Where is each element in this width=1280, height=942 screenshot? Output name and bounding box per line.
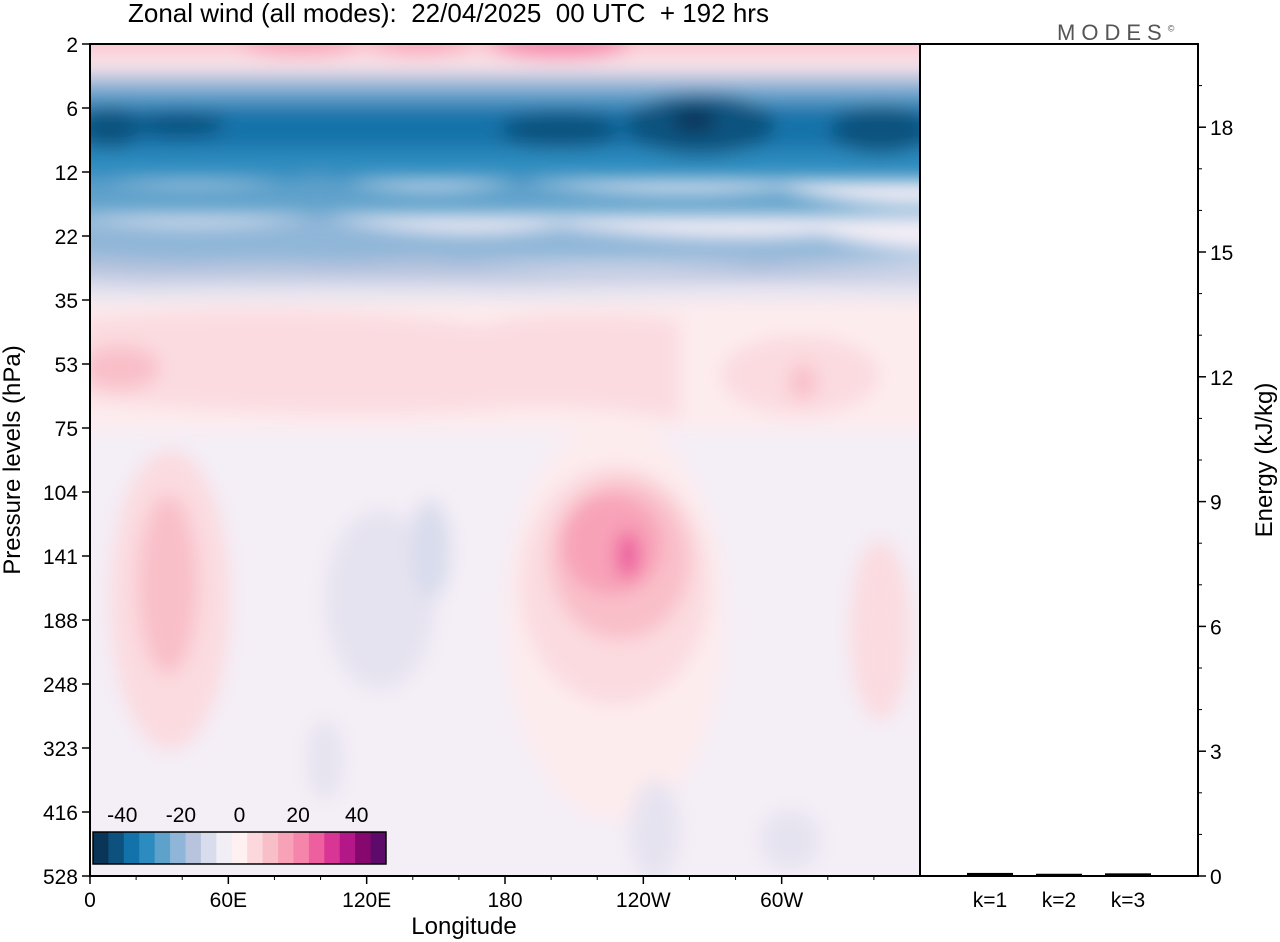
y-tick-label: 2 bbox=[66, 34, 78, 57]
y-tick-label: 323 bbox=[43, 738, 78, 761]
y-tick-label: 528 bbox=[43, 866, 78, 889]
x-tick-label: 120E bbox=[342, 889, 391, 912]
colorbar-swatch bbox=[278, 832, 294, 864]
logo-mark: © bbox=[1167, 23, 1175, 34]
colorbar-swatch bbox=[185, 832, 202, 864]
y-tick-label: 248 bbox=[43, 674, 78, 697]
pressure-axis: 2 6 12 22 35 53 75 104 141 188 248 323 416 528 bbox=[43, 34, 90, 889]
energy-panel: k=1 k=2 k=3 0 3 6 9 12 15 18 bbox=[919, 43, 1233, 912]
colorbar-frame bbox=[92, 831, 387, 865]
x-tick-label: 180 bbox=[487, 889, 522, 912]
colorbar-swatch bbox=[247, 832, 264, 864]
energy-tick-label: 15 bbox=[1210, 242, 1233, 265]
colorbar-tick-label: -40 bbox=[107, 804, 137, 827]
y-tick-label: 416 bbox=[43, 802, 78, 825]
colorbar-swatch bbox=[231, 832, 248, 864]
energy-tick-label: 18 bbox=[1210, 117, 1233, 140]
energy-frame bbox=[919, 43, 1199, 877]
y-tick-label: 53 bbox=[55, 354, 78, 377]
energy-category-label: k=2 bbox=[1042, 889, 1076, 912]
chart-title: Zonal wind (all modes): 22/04/2025 00 UT… bbox=[128, 0, 769, 28]
energy-bar bbox=[1036, 873, 1082, 876]
colorbar-swatch bbox=[370, 832, 387, 864]
longitude-axis: 0 60E 120E 180 120W 60W bbox=[84, 876, 875, 912]
energy-tick-label: 6 bbox=[1210, 616, 1222, 639]
energy-tick-label: 0 bbox=[1210, 866, 1222, 889]
energy-tick-label: 3 bbox=[1210, 741, 1222, 764]
y-tick-label: 75 bbox=[55, 418, 78, 441]
energy-category-label: k=1 bbox=[973, 889, 1007, 912]
colorbar-swatch bbox=[108, 832, 125, 864]
colorbar-swatch bbox=[139, 832, 156, 864]
x-tick-label: 60W bbox=[760, 889, 803, 912]
heatmap-plot bbox=[89, 43, 921, 877]
x-tick-label: 60E bbox=[210, 889, 247, 912]
colorbar-swatch bbox=[123, 832, 140, 864]
y-tick-label: 6 bbox=[66, 98, 78, 121]
energy-category-label: k=3 bbox=[1111, 889, 1145, 912]
y-tick-label: 141 bbox=[43, 546, 78, 569]
y-tick-label: 104 bbox=[43, 482, 78, 505]
y-axis-label: Pressure levels (hPa) bbox=[0, 345, 26, 574]
heatmap-field bbox=[90, 44, 920, 876]
colorbar-swatch bbox=[324, 832, 341, 864]
colorbar-tick-label: -20 bbox=[166, 804, 196, 827]
colorbar-swatch bbox=[216, 832, 233, 864]
x-tick-label: 0 bbox=[84, 889, 96, 912]
logo-text: MODES bbox=[1057, 20, 1168, 45]
y-tick-label: 12 bbox=[55, 162, 78, 185]
energy-tick-label: 12 bbox=[1210, 367, 1233, 390]
y-tick-label: 22 bbox=[55, 226, 78, 249]
colorbar-swatch bbox=[308, 832, 325, 864]
heatmap-background bbox=[90, 44, 920, 876]
x-tick-label: 120W bbox=[616, 889, 671, 912]
energy-bar bbox=[967, 872, 1013, 876]
colorbar-tick-label: 40 bbox=[345, 804, 368, 827]
modes-logo: MODES© bbox=[1057, 20, 1174, 46]
colorbar-swatch bbox=[170, 832, 187, 864]
colorbar-swatch bbox=[293, 832, 310, 864]
x-axis-label: Longitude bbox=[411, 913, 516, 940]
energy-axis-label: Energy (kJ/kg) bbox=[1251, 383, 1278, 538]
colorbar-swatch bbox=[93, 832, 109, 864]
colorbar-tick-label: 20 bbox=[286, 804, 309, 827]
y-tick-label: 188 bbox=[43, 610, 78, 633]
y-tick-label: 35 bbox=[55, 290, 78, 313]
colorbar-swatch bbox=[339, 832, 356, 864]
colorbar: -40 -20 0 20 40 bbox=[92, 804, 387, 865]
colorbar-tick-label: 0 bbox=[234, 804, 246, 827]
colorbar-swatch bbox=[262, 832, 279, 864]
energy-tick-label: 9 bbox=[1210, 492, 1222, 515]
colorbar-swatch bbox=[355, 832, 372, 864]
colorbar-swatch bbox=[200, 832, 217, 864]
energy-bar bbox=[1105, 873, 1151, 876]
energy-axis: 0 3 6 9 12 15 18 bbox=[1198, 85, 1233, 889]
energy-bars: k=1 k=2 k=3 bbox=[967, 872, 1151, 912]
colorbar-swatch bbox=[154, 832, 171, 864]
